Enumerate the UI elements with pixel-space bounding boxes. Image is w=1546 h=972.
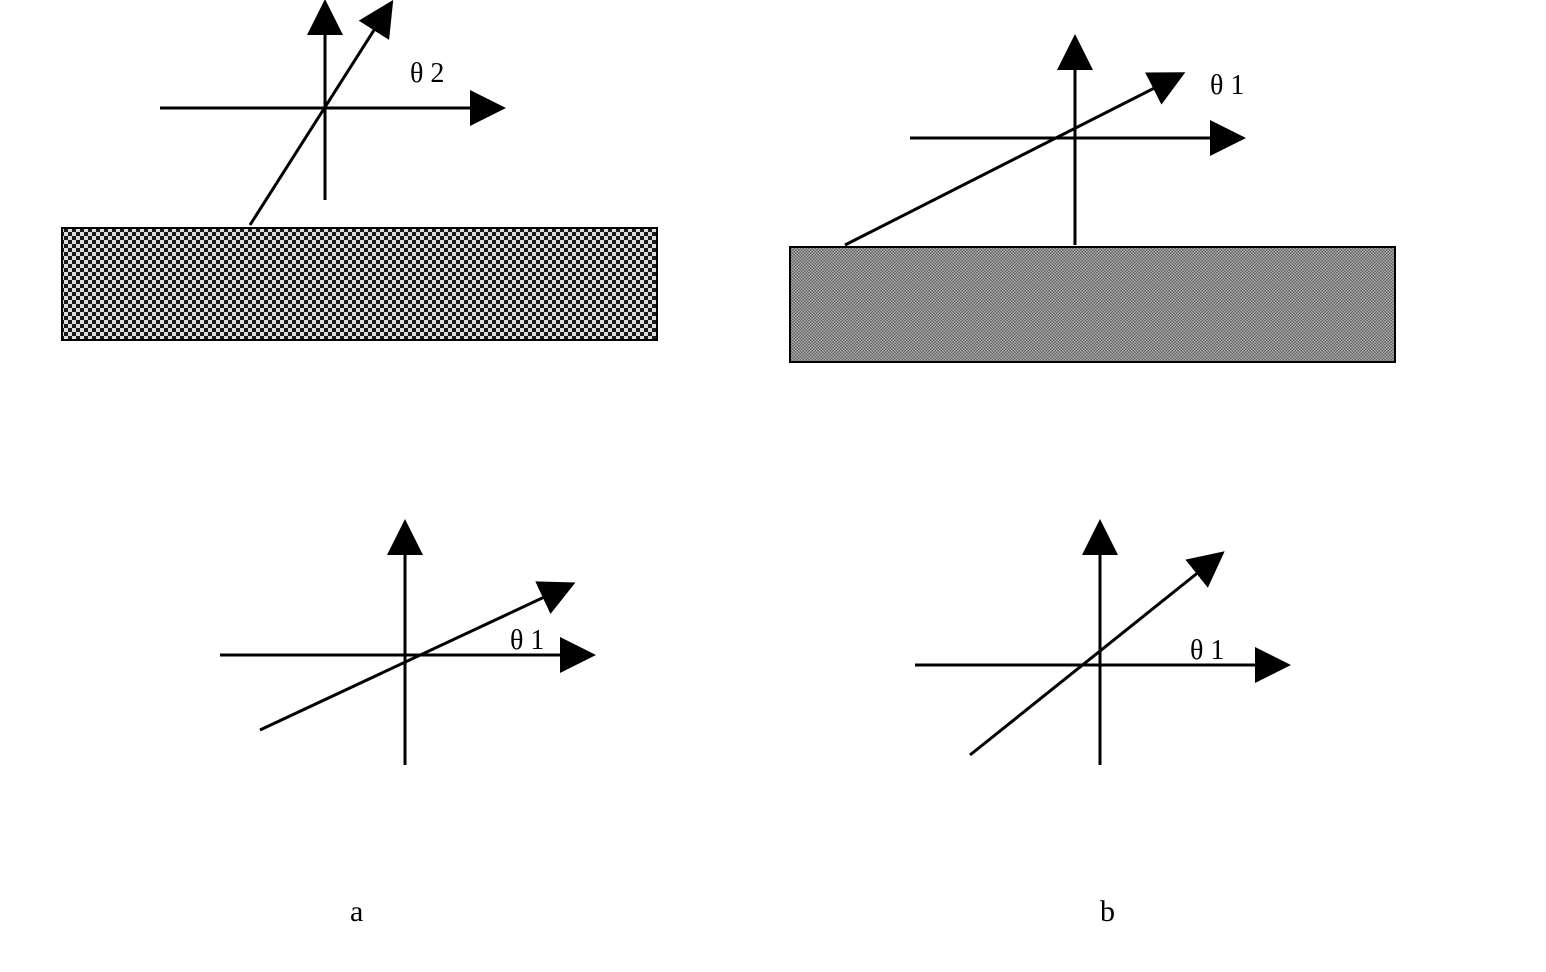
diagram-container: θ 2 θ 1 θ 1 bbox=[0, 0, 1546, 972]
block-a bbox=[62, 228, 657, 340]
panel-bottom-right bbox=[880, 505, 1380, 785]
panel-bottom-left bbox=[170, 505, 670, 785]
label-theta2: θ 2 bbox=[410, 58, 444, 90]
label-theta1-tr: θ 1 bbox=[1210, 70, 1244, 102]
diagonal-ray bbox=[970, 555, 1220, 755]
panel-top-left bbox=[40, 0, 660, 370]
block-b bbox=[790, 247, 1395, 362]
panel-top-right bbox=[780, 20, 1400, 390]
label-theta1-br: θ 1 bbox=[1190, 635, 1224, 667]
diagonal-ray bbox=[260, 585, 570, 730]
diagonal-ray bbox=[845, 75, 1180, 245]
diagonal-ray bbox=[250, 5, 390, 225]
panel-label-a: a bbox=[350, 895, 363, 929]
label-theta1-bl: θ 1 bbox=[510, 625, 544, 657]
panel-label-b: b bbox=[1100, 895, 1115, 929]
